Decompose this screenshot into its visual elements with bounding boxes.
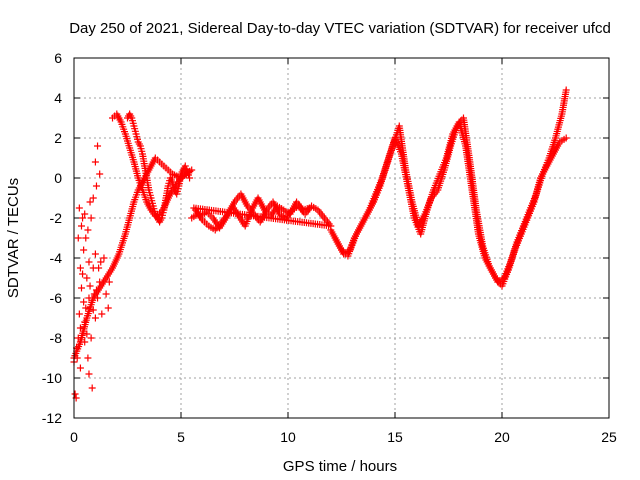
data-point-early-scatter	[87, 214, 95, 222]
data-point-main-track-b	[182, 165, 190, 173]
data-point-early-scatter	[71, 390, 79, 398]
data-point-early-scatter	[85, 370, 93, 378]
x-tick-label: 20	[494, 429, 510, 445]
data-point-early-scatter	[81, 210, 89, 218]
data-point-early-scatter	[74, 234, 82, 242]
data-point-early-scatter	[97, 258, 105, 266]
data-points	[70, 86, 570, 402]
axis-ticks: 0 5 10 15 20 25 -12 -10 -8 -6 -4 -2 0 2 4 6	[42, 50, 617, 445]
data-point-early-scatter	[95, 264, 103, 272]
x-tick-label: 0	[70, 429, 78, 445]
y-tick-label: 0	[54, 170, 62, 186]
data-point-main-track-b	[186, 174, 194, 182]
data-point-early-scatter	[77, 284, 85, 292]
data-point-early-scatter	[76, 364, 84, 372]
data-point-early-scatter	[85, 258, 93, 266]
data-point-early-scatter	[102, 290, 110, 298]
data-point-early-scatter	[87, 334, 95, 342]
data-point-early-scatter	[80, 246, 88, 254]
data-point-early-scatter	[104, 304, 112, 312]
data-point-early-scatter	[80, 298, 88, 306]
y-tick-label: -4	[50, 250, 63, 266]
grid-lines	[74, 58, 609, 418]
data-point-main-track-b	[183, 168, 191, 176]
data-point-early-scatter	[98, 310, 106, 318]
data-point-early-scatter	[76, 264, 84, 272]
y-tick-label: -12	[42, 410, 62, 426]
data-point-early-scatter	[96, 170, 104, 178]
y-tick-label: -10	[42, 370, 62, 386]
data-point-early-scatter	[86, 198, 94, 206]
data-point-early-scatter	[92, 182, 100, 190]
data-point-early-scatter	[88, 384, 96, 392]
data-point-main-track-b	[184, 171, 192, 179]
chart-title: Day 250 of 2021, Sidereal Day-to-day VTE…	[69, 20, 611, 37]
data-point-early-scatter	[91, 250, 99, 258]
plot-frame	[73, 57, 610, 419]
x-tick-label: 5	[177, 429, 185, 445]
data-point-early-scatter	[82, 304, 90, 312]
data-point-main-track-b	[181, 162, 189, 170]
data-point-early-scatter	[75, 204, 83, 212]
x-tick-label: 10	[280, 429, 296, 445]
y-tick-label: -6	[50, 290, 63, 306]
data-point-early-scatter	[91, 158, 99, 166]
data-point-early-scatter	[77, 222, 85, 230]
data-point-early-scatter	[91, 314, 99, 322]
data-point-main-track-a	[109, 114, 117, 122]
y-tick-label: 4	[54, 90, 62, 106]
data-point-early-scatter	[79, 214, 87, 222]
data-point-early-scatter	[83, 330, 91, 338]
data-point-early-scatter	[86, 282, 94, 290]
data-point-plateau	[305, 204, 313, 212]
data-point-early-scatter	[89, 194, 97, 202]
data-point-early-scatter	[94, 142, 102, 150]
x-tick-label: 15	[387, 429, 403, 445]
data-point-early-scatter	[75, 310, 83, 318]
data-point-afternoon-wave-2	[562, 134, 570, 142]
data-point-early-scatter	[84, 226, 92, 234]
y-tick-label: -8	[50, 330, 63, 346]
data-point-early-scatter	[100, 254, 108, 262]
data-point-early-scatter	[83, 274, 91, 282]
y-axis-title: SDTVAR / TECUs	[5, 178, 22, 298]
data-point-early-scatter	[84, 354, 92, 362]
data-point-early-scatter	[79, 270, 87, 278]
data-point-early-scatter	[82, 234, 90, 242]
data-point-afternoon-wave	[562, 86, 570, 94]
x-axis-title: GPS time / hours	[283, 458, 397, 475]
x-tick-label: 25	[601, 429, 617, 445]
y-tick-label: 6	[54, 50, 62, 66]
y-tick-label: -2	[50, 210, 63, 226]
y-tick-label: 2	[54, 130, 62, 146]
